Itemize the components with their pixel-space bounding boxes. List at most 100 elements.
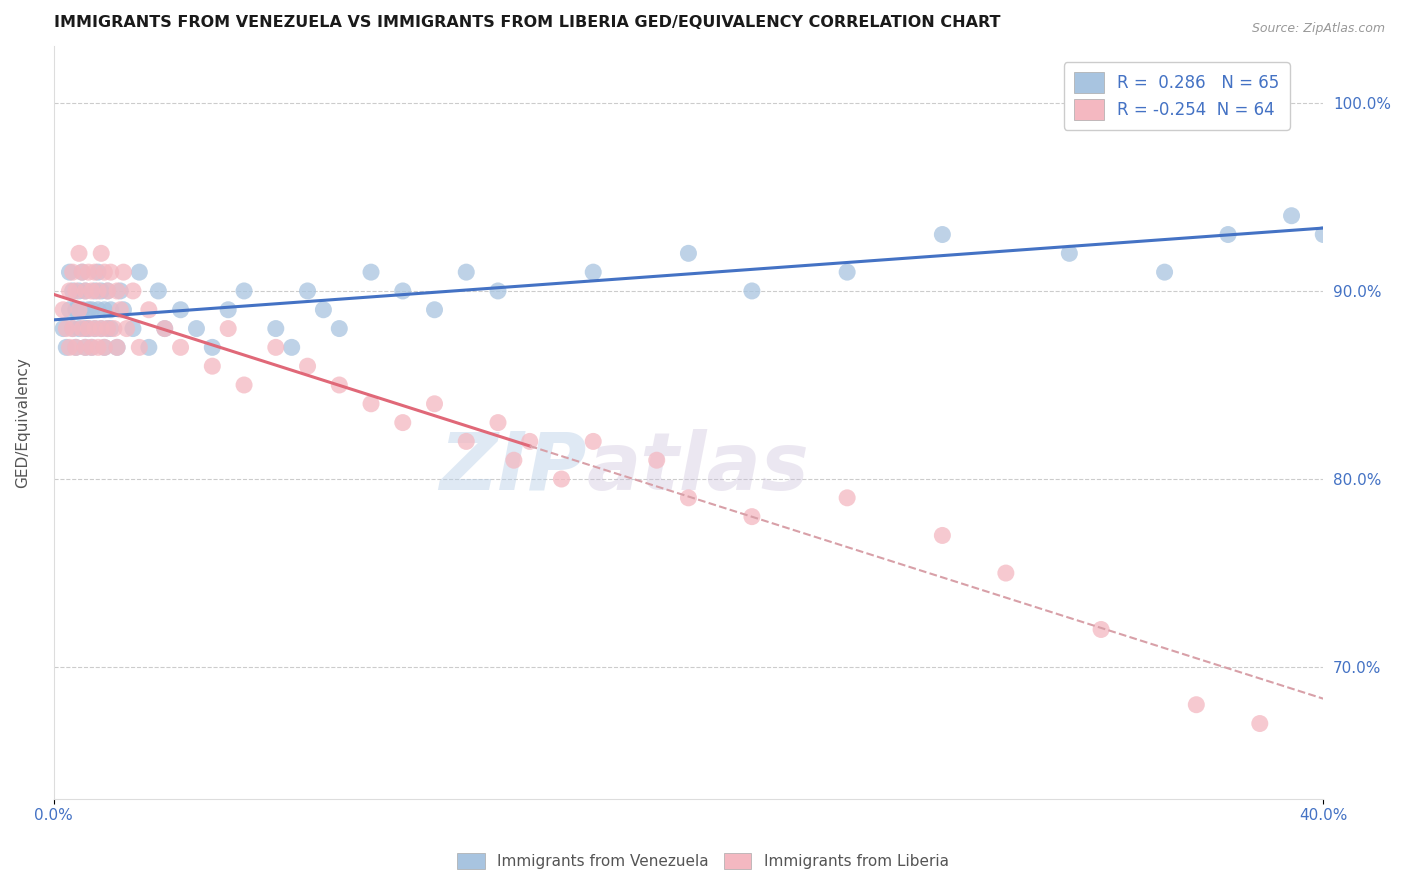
Point	[67, 302, 90, 317]
Point	[97, 284, 120, 298]
Point	[67, 321, 90, 335]
Point	[931, 227, 953, 242]
Point	[87, 284, 110, 298]
Point	[741, 284, 763, 298]
Text: IMMIGRANTS FROM VENEZUELA VS IMMIGRANTS FROM LIBERIA GED/EQUIVALENCY CORRELATION: IMMIGRANTS FROM VENEZUELA VS IMMIGRANTS …	[53, 15, 1000, 30]
Point	[67, 284, 90, 298]
Point	[93, 340, 115, 354]
Point	[678, 246, 700, 260]
Point	[486, 416, 509, 430]
Point	[112, 265, 135, 279]
Point	[1153, 265, 1175, 279]
Point	[110, 284, 132, 298]
Point	[87, 340, 110, 354]
Point	[122, 284, 145, 298]
Point	[153, 321, 176, 335]
Point	[297, 359, 319, 374]
Point	[52, 302, 75, 317]
Point	[55, 340, 77, 354]
Point	[391, 416, 413, 430]
Point	[83, 284, 105, 298]
Point	[201, 359, 224, 374]
Point	[80, 340, 103, 354]
Point	[87, 302, 110, 317]
Point	[1185, 698, 1208, 712]
Point	[360, 397, 382, 411]
Point	[80, 284, 103, 298]
Point	[110, 302, 132, 317]
Point	[931, 528, 953, 542]
Point	[328, 378, 350, 392]
Point	[423, 302, 446, 317]
Point	[105, 284, 128, 298]
Legend: Immigrants from Venezuela, Immigrants from Liberia: Immigrants from Venezuela, Immigrants fr…	[451, 847, 955, 875]
Point	[519, 434, 541, 449]
Point	[328, 321, 350, 335]
Point	[456, 265, 478, 279]
Point	[582, 265, 605, 279]
Point	[128, 340, 150, 354]
Point	[67, 246, 90, 260]
Point	[52, 321, 75, 335]
Point	[391, 284, 413, 298]
Point	[77, 302, 100, 317]
Y-axis label: GED/Equivalency: GED/Equivalency	[15, 357, 30, 488]
Point	[100, 302, 122, 317]
Point	[1090, 623, 1112, 637]
Point	[77, 321, 100, 335]
Point	[75, 284, 97, 298]
Point	[550, 472, 572, 486]
Point	[233, 378, 256, 392]
Point	[65, 340, 87, 354]
Point	[837, 491, 859, 505]
Point	[115, 321, 138, 335]
Point	[741, 509, 763, 524]
Point	[93, 302, 115, 317]
Point	[645, 453, 668, 467]
Point	[83, 265, 105, 279]
Text: atlas: atlas	[586, 429, 810, 507]
Point	[148, 284, 170, 298]
Text: ZIP: ZIP	[440, 429, 586, 507]
Point	[103, 321, 125, 335]
Point	[97, 321, 120, 335]
Point	[62, 321, 84, 335]
Point	[201, 340, 224, 354]
Point	[55, 321, 77, 335]
Point	[83, 321, 105, 335]
Point	[70, 265, 93, 279]
Point	[62, 284, 84, 298]
Point	[90, 284, 112, 298]
Point	[1281, 209, 1303, 223]
Point	[93, 265, 115, 279]
Point	[70, 302, 93, 317]
Point	[97, 321, 120, 335]
Point	[1059, 246, 1081, 260]
Point	[312, 302, 335, 317]
Legend: R =  0.286   N = 65, R = -0.254  N = 64: R = 0.286 N = 65, R = -0.254 N = 64	[1064, 62, 1289, 129]
Point	[837, 265, 859, 279]
Point	[80, 340, 103, 354]
Point	[169, 302, 191, 317]
Point	[456, 434, 478, 449]
Point	[360, 265, 382, 279]
Point	[1249, 716, 1271, 731]
Point	[62, 321, 84, 335]
Point	[77, 265, 100, 279]
Point	[83, 321, 105, 335]
Point	[153, 321, 176, 335]
Point	[678, 491, 700, 505]
Point	[105, 340, 128, 354]
Point	[486, 284, 509, 298]
Point	[97, 284, 120, 298]
Point	[582, 434, 605, 449]
Point	[58, 265, 80, 279]
Point	[264, 340, 287, 354]
Point	[80, 302, 103, 317]
Point	[70, 265, 93, 279]
Point	[122, 321, 145, 335]
Point	[58, 284, 80, 298]
Point	[100, 265, 122, 279]
Point	[58, 340, 80, 354]
Point	[994, 566, 1017, 580]
